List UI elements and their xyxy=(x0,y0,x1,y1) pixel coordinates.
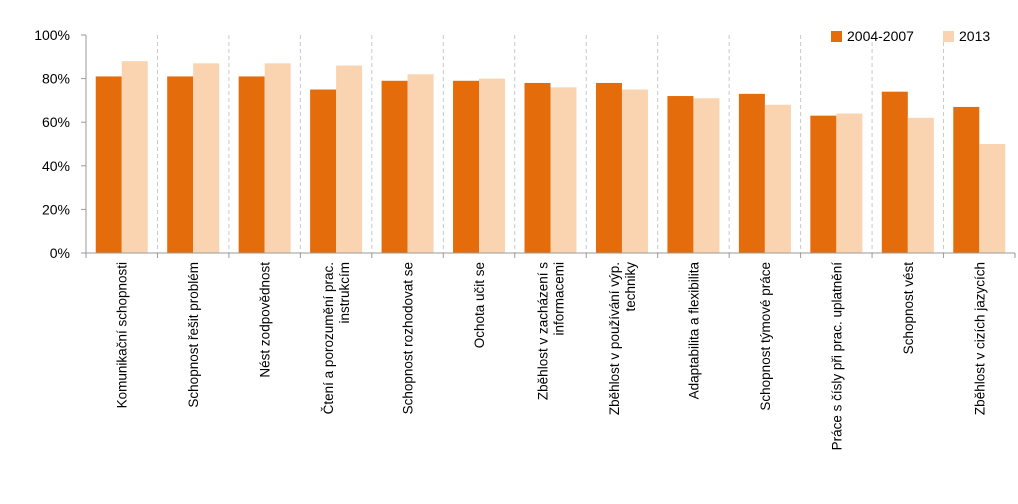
x-category-label-line: informacemi xyxy=(552,262,567,336)
bars xyxy=(95,61,1006,254)
legend-label: 2004-2007 xyxy=(847,28,914,44)
x-category-label-line: Schopnost rozhodovat se xyxy=(401,262,416,414)
bar xyxy=(453,80,480,253)
legend-swatch xyxy=(831,31,842,42)
bar xyxy=(479,78,506,253)
y-tick-label: 20% xyxy=(42,201,70,217)
bar xyxy=(550,87,577,253)
bar xyxy=(121,61,148,253)
bar xyxy=(836,113,863,253)
x-category-label-line: Zběhlost v používání výp. xyxy=(607,262,622,415)
bar xyxy=(407,74,434,254)
x-category-label: Schopnost vést xyxy=(901,262,916,355)
bar xyxy=(310,89,337,253)
bar xyxy=(693,98,720,253)
x-category-label: Zběhlost v používání výp.techniky xyxy=(607,262,638,415)
x-category-label: Zběhlost v cizích jazycích xyxy=(972,262,987,415)
x-category-label: Nést zodpovědnost xyxy=(258,262,273,378)
x-category-label-line: Schopnost vést xyxy=(901,262,916,355)
bar xyxy=(167,76,194,253)
x-axis: Komunikační schopnosti Schopnost řešit pr… xyxy=(85,252,1016,451)
x-category-label: Schopnost řešit problém xyxy=(186,262,201,408)
y-tick-label: 0% xyxy=(50,245,70,261)
bar xyxy=(595,82,622,254)
x-category-label-line: Zběhlost v cizích jazycích xyxy=(972,262,987,415)
bar xyxy=(907,117,934,253)
x-category-label-line: Práce s čísly při prac. uplatnění xyxy=(829,262,844,451)
category-gridlines xyxy=(156,35,945,253)
bar xyxy=(524,82,551,254)
bar xyxy=(238,76,265,253)
x-category-label-line: Zběhlost v zacházení s xyxy=(536,262,551,400)
bar xyxy=(979,144,1006,253)
x-category-label-line: Nést zodpovědnost xyxy=(258,262,273,378)
x-category-label: Čtení a porozumění prac.instrukcím xyxy=(321,262,352,414)
bar xyxy=(95,76,122,253)
bar xyxy=(621,89,648,253)
x-category-label-line: Komunikační schopnosti xyxy=(115,262,130,408)
x-category-label-line: Schopnost týmové práce xyxy=(758,262,773,411)
bar xyxy=(667,96,694,253)
x-category-label: Schopnost týmové práce xyxy=(758,262,773,411)
bar xyxy=(336,65,363,254)
x-category-label-line: techniky xyxy=(623,262,638,312)
x-category-label-line: Čtení a porozumění prac. xyxy=(321,262,336,414)
x-category-label: Schopnost rozhodovat se xyxy=(401,262,416,414)
bar xyxy=(264,63,291,254)
bar xyxy=(381,80,408,253)
x-category-label: Zběhlost v zacházení sinformacemi xyxy=(536,262,567,400)
y-axis: 0% 20% 40% 60% 80% 100% xyxy=(34,27,87,261)
x-category-label: Adaptabilita a flexibilita xyxy=(686,262,701,400)
bar xyxy=(881,91,908,254)
y-tick-label: 40% xyxy=(42,158,70,174)
x-category-label-line: instrukcím xyxy=(337,262,352,324)
x-category-label: Ochota učit se xyxy=(472,262,487,348)
bar xyxy=(193,63,220,254)
bar xyxy=(953,106,980,253)
x-category-label: Komunikační schopnosti xyxy=(115,262,130,408)
x-category-label: Práce s čísly při prac. uplatnění xyxy=(829,262,844,451)
y-tick-label: 80% xyxy=(42,71,70,87)
x-category-label-line: Adaptabilita a flexibilita xyxy=(686,262,701,400)
x-category-label-line: Ochota učit se xyxy=(472,262,487,348)
legend-label: 2013 xyxy=(959,28,990,44)
legend-swatch xyxy=(943,31,954,42)
y-tick-label: 60% xyxy=(42,114,70,130)
bar xyxy=(810,115,837,253)
legend: 2004-2007 2013 xyxy=(831,28,990,44)
bar xyxy=(738,93,765,253)
y-tick-label: 100% xyxy=(34,27,70,43)
x-category-label-line: Schopnost řešit problém xyxy=(186,262,201,408)
bar xyxy=(764,104,791,253)
